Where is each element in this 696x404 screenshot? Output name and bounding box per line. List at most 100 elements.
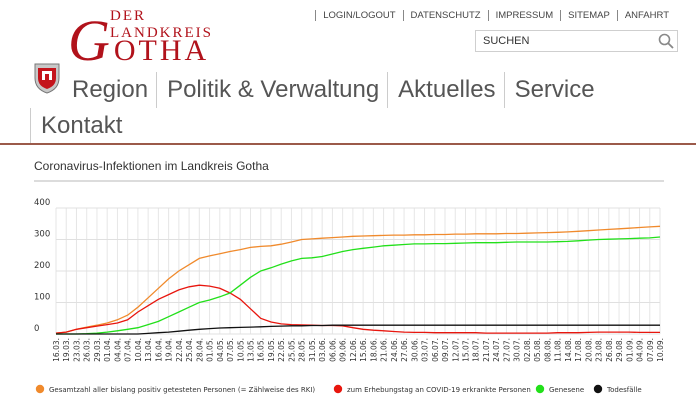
x-tick-label: 23.08. xyxy=(595,338,604,362)
search-input[interactable] xyxy=(476,31,655,51)
x-tick-label: 26.03. xyxy=(83,338,92,362)
y-tick-label: 0 xyxy=(34,324,39,334)
x-tick-label: 18.07. xyxy=(472,338,481,362)
x-tick-label: 19.04. xyxy=(165,338,174,362)
nav-kontakt[interactable]: Kontakt xyxy=(30,108,130,144)
x-tick-label: 01.09. xyxy=(625,338,634,362)
y-tick-label: 200 xyxy=(34,261,50,271)
legend-label-3: Genesene xyxy=(549,386,584,394)
x-tick-label: 06.06. xyxy=(328,338,337,362)
x-tick-label: 13.04. xyxy=(144,338,153,362)
legend-label-4: Todesfälle xyxy=(606,386,642,394)
chart-svg: 0 100 200 300 400 16.03. 19.03. 23.03. 26.03. 29.… xyxy=(34,198,665,394)
x-tick-label: 12.07. xyxy=(451,338,460,362)
nav-service[interactable]: Service xyxy=(503,72,603,108)
y-tick-label: 300 xyxy=(34,230,50,240)
x-tick-label: 11.08. xyxy=(554,338,563,362)
x-tick-label: 05.08. xyxy=(533,338,542,362)
x-tick-label: 20.08. xyxy=(584,338,593,362)
legend-marker-4 xyxy=(593,384,603,394)
x-tick-label: 22.05. xyxy=(277,338,286,362)
x-tick-label: 31.05. xyxy=(308,338,317,362)
x-tick-label: 19.05. xyxy=(267,338,276,362)
x-tick-label: 03.07. xyxy=(421,338,430,362)
x-tick-label: 16.04. xyxy=(154,338,163,362)
corona-chart: 0 100 200 300 400 16.03. 19.03. 23.03. 26.03. 29.… xyxy=(0,196,696,404)
y-tick-label: 400 xyxy=(34,198,50,208)
landkreis-logo[interactable]: DER LANDKREIS GOTHA xyxy=(30,4,250,70)
x-tick-label: 17.08. xyxy=(574,338,583,362)
x-tick-label: 16.05. xyxy=(257,338,266,362)
x-tick-label: 07.09. xyxy=(646,338,655,362)
header-divider xyxy=(0,143,696,145)
x-tick-label: 14.08. xyxy=(564,338,573,362)
top-navigation: LOGIN/LOGOUT DATENSCHUTZ IMPRESSUM SITEM… xyxy=(315,10,676,21)
x-tick-label: 28.05. xyxy=(298,338,307,362)
x-tick-label: 04.04. xyxy=(113,338,122,362)
x-tick-label: 06.07. xyxy=(431,338,440,362)
x-tick-label: 10.05. xyxy=(236,338,245,362)
x-tick-label: 03.06. xyxy=(318,338,327,362)
x-tick-label: 07.05. xyxy=(226,338,235,362)
search-icon[interactable] xyxy=(655,31,677,51)
legend-marker-3 xyxy=(535,384,545,394)
x-tick-label: 27.06. xyxy=(400,338,409,362)
x-tick-label: 07.04. xyxy=(124,338,133,362)
x-tick-label: 15.07. xyxy=(461,338,470,362)
x-tick-label: 28.04. xyxy=(195,338,204,362)
logo-initial: G xyxy=(68,8,114,73)
x-tick-label: 13.05. xyxy=(247,338,256,362)
nav-aktuelles[interactable]: Aktuelles xyxy=(387,72,503,108)
x-tick-label: 25.04. xyxy=(185,338,194,362)
series-line-2 xyxy=(55,284,660,334)
x-tick-label: 27.07. xyxy=(502,338,511,362)
topnav-sitemap[interactable]: SITEMAP xyxy=(560,10,617,21)
legend-label-2: zum Erhebungstag an COVID-19 erkrankte P… xyxy=(347,386,531,394)
x-tick-label: 29.03. xyxy=(93,338,102,362)
x-tick-label: 19.03. xyxy=(62,338,71,362)
x-tick-label: 25.05. xyxy=(287,338,296,362)
x-tick-label: 22.04. xyxy=(175,338,184,362)
x-tick-label: 10.09. xyxy=(656,338,665,362)
title-rule xyxy=(34,180,664,182)
y-tick-label: 100 xyxy=(34,293,50,303)
x-tick-label: 15.06. xyxy=(359,338,368,362)
x-tick-label: 10.04. xyxy=(134,338,143,362)
x-tick-label: 24.06. xyxy=(390,338,399,362)
x-tick-label: 30.07. xyxy=(513,338,522,362)
nav-politik-verwaltung[interactable]: Politik & Verwaltung xyxy=(156,72,387,108)
logo-title: GOTHA xyxy=(68,12,209,70)
x-tick-label: 21.06. xyxy=(380,338,389,362)
coat-of-arms-icon xyxy=(34,63,60,94)
x-tick-label: 09.06. xyxy=(339,338,348,362)
legend-label-1: Gesamtzahl aller bislang positiv geteste… xyxy=(49,386,315,394)
x-tick-label: 09.07. xyxy=(441,338,450,362)
topnav-anfahrt[interactable]: ANFAHRT xyxy=(616,10,676,21)
series-line-3 xyxy=(56,236,661,335)
x-tick-label: 24.07. xyxy=(492,338,501,362)
topnav-login[interactable]: LOGIN/LOGOUT xyxy=(315,10,402,21)
x-tick-label: 01.05. xyxy=(206,338,215,362)
legend-marker-2 xyxy=(333,384,343,394)
topnav-datenschutz[interactable]: DATENSCHUTZ xyxy=(402,10,488,21)
chart-title: Coronavirus-Infektionen im Landkreis Got… xyxy=(34,159,269,173)
x-tick-label: 02.08. xyxy=(523,338,532,362)
topnav-impressum[interactable]: IMPRESSUM xyxy=(487,10,561,21)
nav-region[interactable]: Region xyxy=(72,76,149,103)
x-tick-label: 16.03. xyxy=(52,338,61,362)
logo-subtitle: DER LANDKREIS xyxy=(110,8,213,41)
series-line-1 xyxy=(55,225,661,334)
search-box xyxy=(475,30,678,52)
x-tick-label: 04.09. xyxy=(636,338,645,362)
x-tick-label: 18.06. xyxy=(369,338,378,362)
x-tick-label: 21.07. xyxy=(482,338,491,362)
x-tick-label: 04.05. xyxy=(216,338,225,362)
x-tick-label: 23.03. xyxy=(72,338,81,362)
x-tick-label: 12.06. xyxy=(349,338,358,362)
legend-marker-1 xyxy=(35,384,45,394)
x-tick-label: 01.04. xyxy=(103,338,112,362)
series-line-4 xyxy=(56,324,660,335)
x-tick-label: 26.08. xyxy=(605,338,614,362)
x-tick-label: 30.06. xyxy=(410,338,419,362)
main-navigation: Region Politik & Verwaltung Aktuelles Se… xyxy=(30,72,650,144)
